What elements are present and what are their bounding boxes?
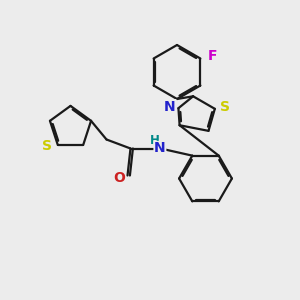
Text: S: S <box>42 140 52 154</box>
Text: S: S <box>220 100 230 114</box>
Text: O: O <box>113 172 125 185</box>
Text: H: H <box>150 134 160 147</box>
Text: N: N <box>154 142 166 155</box>
Text: N: N <box>164 100 176 114</box>
Text: F: F <box>208 49 218 63</box>
